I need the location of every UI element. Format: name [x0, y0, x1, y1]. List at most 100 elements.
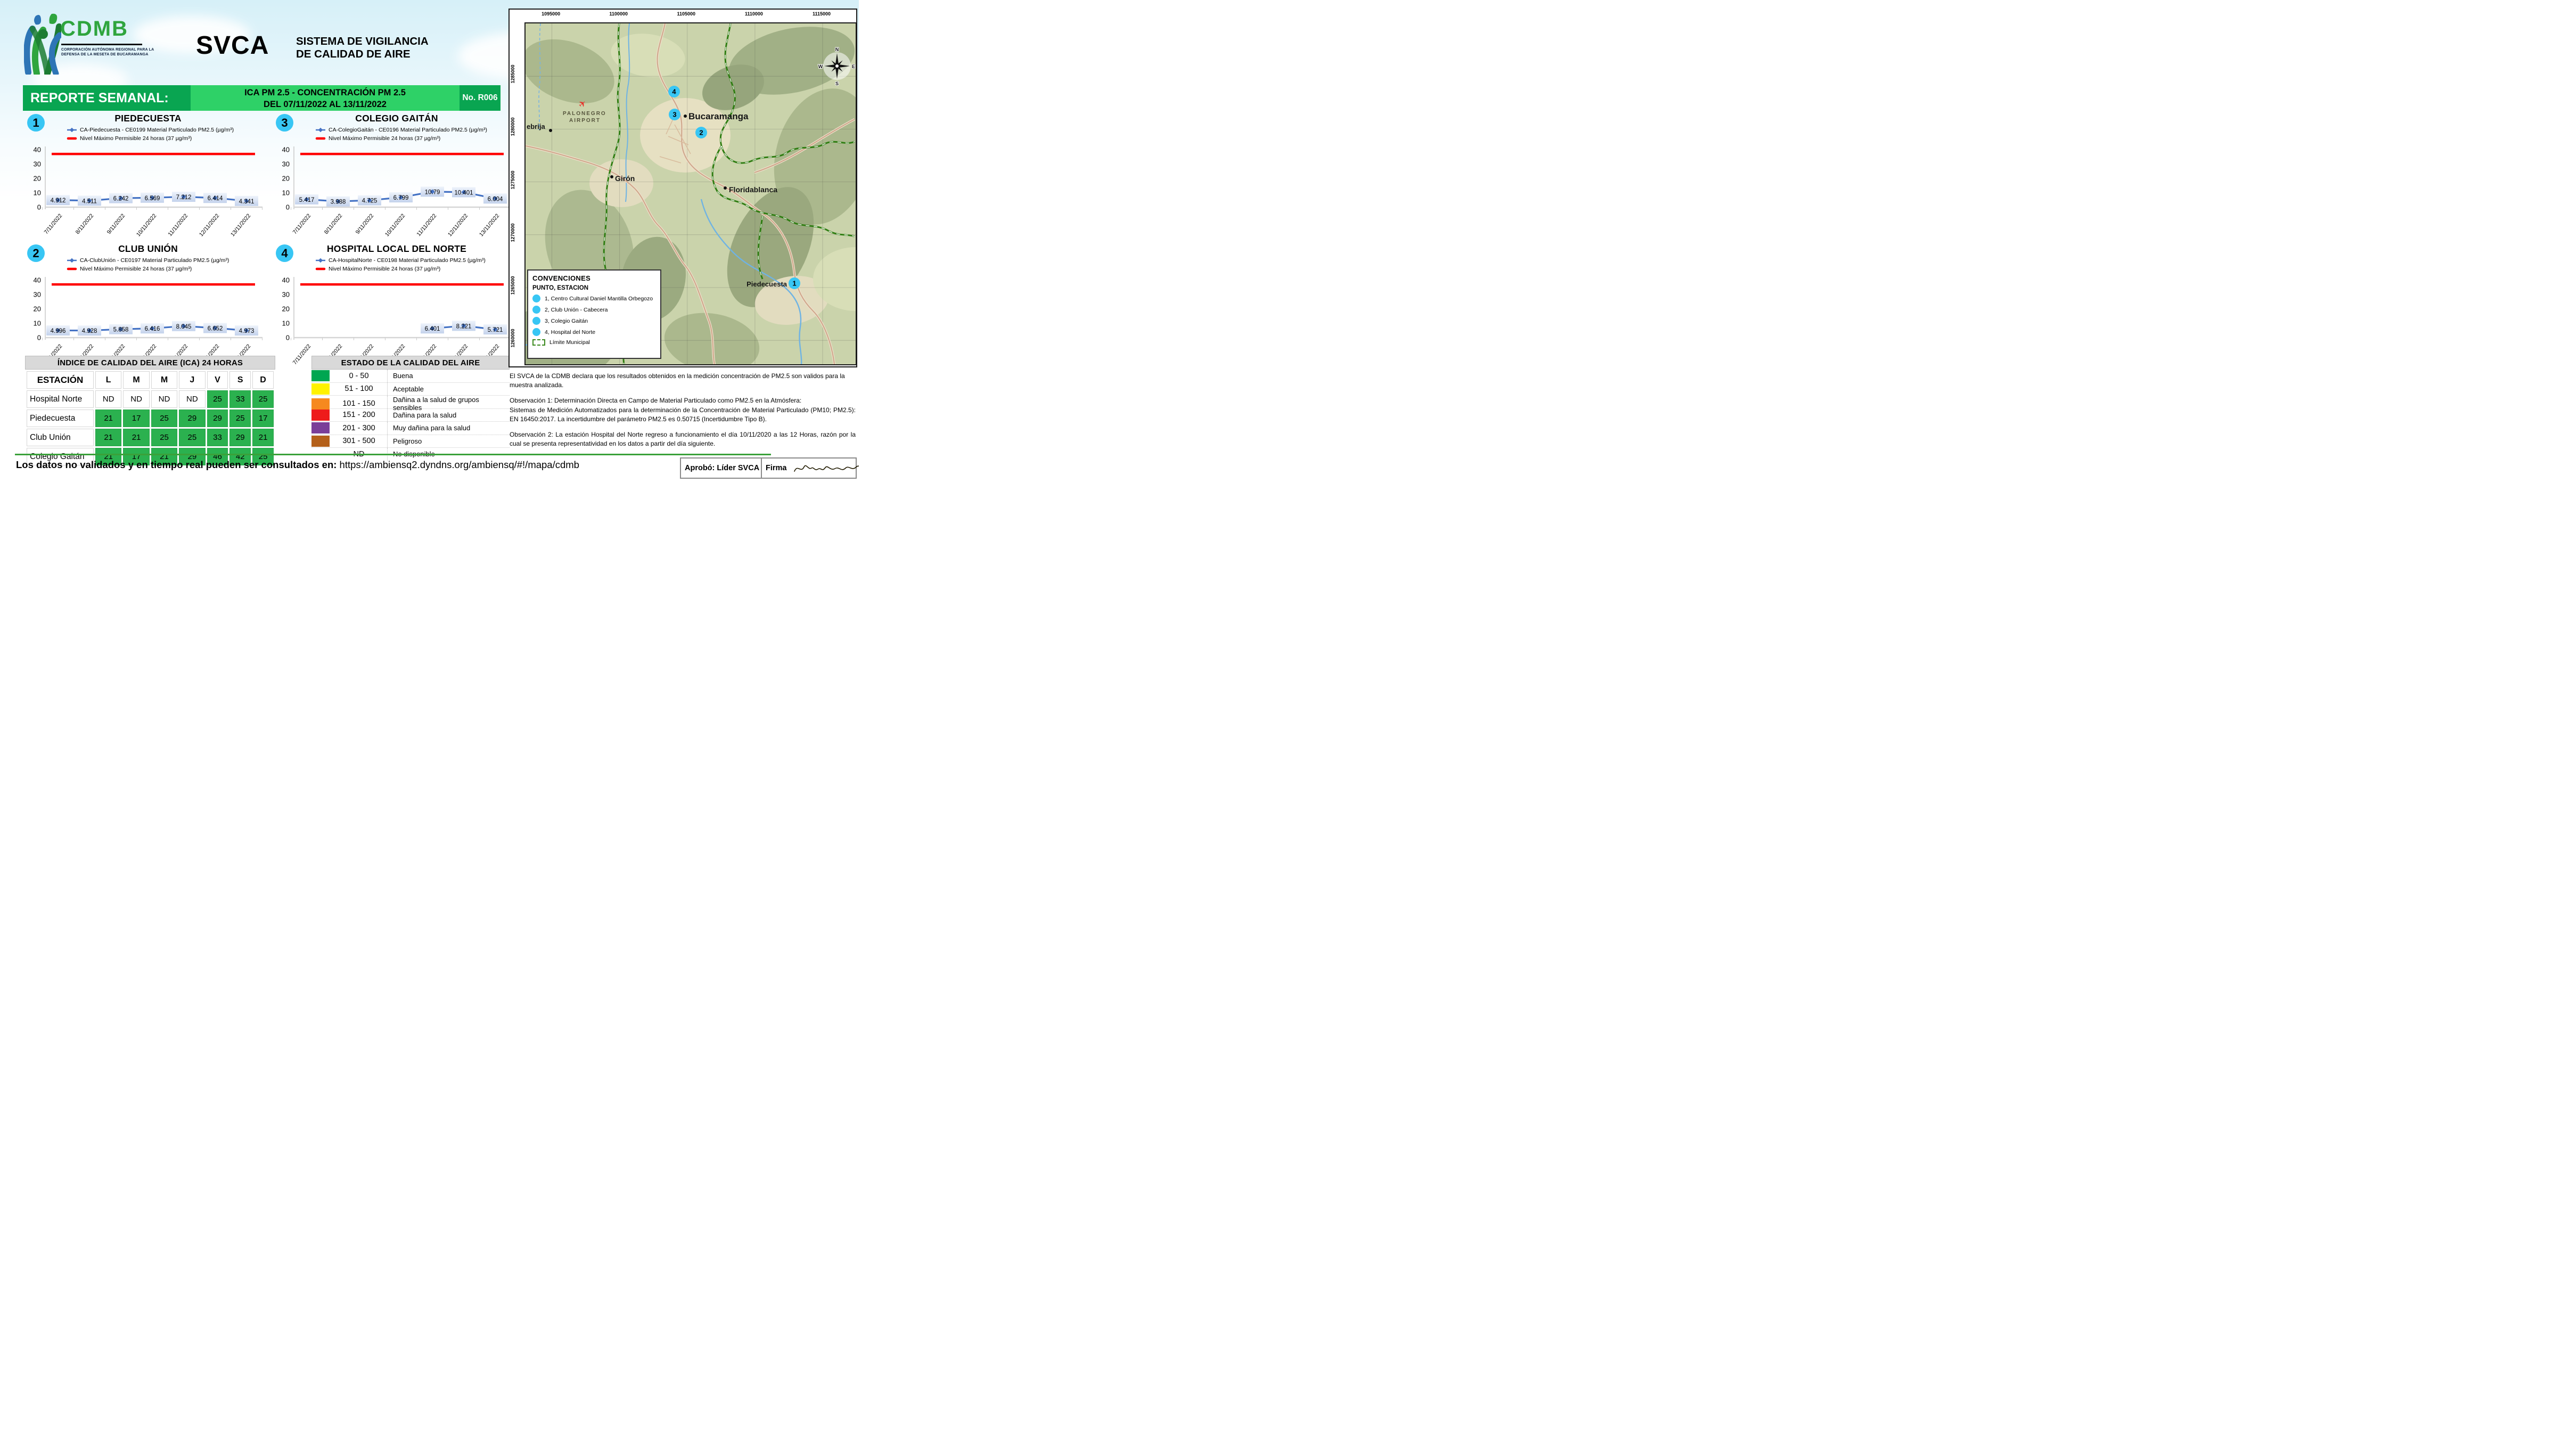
svg-text:13/11/2022: 13/11/2022: [478, 212, 501, 238]
svg-text:6.799: 6.799: [393, 195, 409, 201]
ica-value-cell: ND: [95, 390, 122, 408]
category-label-cell: Dañina para la salud: [387, 408, 510, 421]
series-marker-icon: [316, 258, 325, 263]
page-title-subtitle: SISTEMA DE VIGILANCIA DE CALIDAD DE AIRE: [296, 35, 429, 61]
chart-piedecuesta: 1 PIEDECUESTA CA-Piedecuesta - CE0199 Ma…: [24, 113, 266, 242]
svg-text:10: 10: [282, 189, 290, 197]
logo-brand-text: CDMB: [60, 17, 128, 40]
city-dot-icon: [724, 186, 727, 190]
svg-text:6.004: 6.004: [488, 196, 503, 202]
declaration-text: El SVCA de la CDMB declara que los resul…: [510, 372, 845, 389]
map-panel: ✈ PALONEGRO AIRPORT Bucaramanga Girón Florid…: [508, 9, 857, 367]
station-point-icon: [532, 328, 540, 336]
station-marker-icon: [668, 86, 680, 97]
svg-text:10/11/2022: 10/11/2022: [384, 212, 407, 238]
cloud-decoration: [133, 16, 250, 53]
ica-table-grid: ESTACIÓN L M M J V S D Hospital Norte ND ND ND ND 25 3…: [25, 370, 275, 467]
ica-value-cell: 21: [123, 429, 150, 446]
city-label: Floridablanca: [729, 185, 777, 194]
map-roads: [526, 23, 856, 364]
ica-value-cell: 17: [123, 410, 150, 427]
svg-text:20: 20: [282, 175, 290, 183]
svg-text:0: 0: [286, 203, 290, 211]
approved-by-label: Aprobó: Líder SVCA: [685, 464, 760, 472]
map-legend: CONVENCIONES PUNTO, ESTACION 1, Centro C…: [527, 269, 661, 359]
chart-title: COLEGIO GAITÁN: [355, 113, 438, 124]
air-quality-scale-row: 101 - 150 Dañina a la salud de grupos se…: [311, 395, 510, 412]
compass-rose-icon: N S E W: [818, 46, 856, 87]
column-header: S: [229, 371, 251, 389]
color-swatch: [311, 435, 330, 447]
category-label-cell: Muy dañina para la salud: [387, 422, 510, 435]
column-header: V: [207, 371, 228, 389]
map-coordinate-label: 1100000: [609, 11, 628, 17]
svg-text:30: 30: [282, 160, 290, 168]
legend-item-station: 4, Hospital del Norte: [532, 328, 656, 336]
city-label: Bucaramanga: [688, 111, 749, 121]
ica-value-cell: ND: [123, 390, 150, 408]
color-swatch: [311, 398, 330, 410]
svg-text:4.725: 4.725: [362, 198, 378, 204]
legend-series: CA-Piedecuesta - CE0199 Material Particu…: [67, 126, 266, 134]
column-header: L: [95, 371, 122, 389]
legend-limit: Nivel Máximo Permisible 24 horas (37 µg/…: [67, 134, 266, 143]
station-marker-icon: [695, 127, 707, 138]
ica-header-row: ESTACIÓN L M M J V S D: [27, 371, 274, 389]
chart-legend: CA-HospitalNorte - CE0198 Material Parti…: [315, 256, 515, 274]
observation-1-text: Sistemas de Medición Automatizados para …: [510, 406, 856, 423]
observation-2-text: Observación 2: La estación Hospital del …: [510, 430, 856, 447]
ica-value-cell: 25: [179, 429, 206, 446]
range-cell: 51 - 100: [344, 384, 373, 394]
svg-text:8/11/2022: 8/11/2022: [75, 212, 95, 235]
svg-text:30: 30: [34, 291, 41, 299]
svg-text:13/11/2022: 13/11/2022: [229, 212, 252, 238]
color-swatch: [311, 422, 330, 434]
airport-name-label: PALONEGRO: [563, 111, 606, 117]
legend-item-station: 1, Centro Cultural Daniel Mantilla Orbeg…: [532, 294, 656, 302]
map-coordinate-label: 1285000: [510, 64, 515, 84]
ica-value-cell: ND: [179, 390, 206, 408]
footer-url-link[interactable]: https://ambiensq2.dyndns.org/ambiensq/#!…: [337, 459, 579, 470]
page-title-abbr: SVCA: [196, 31, 269, 60]
column-header: M: [151, 371, 178, 389]
station-point-icon: [532, 294, 540, 302]
range-cell: 151 - 200: [342, 411, 375, 420]
city-dot-icon: [549, 129, 552, 132]
station-number-badge: 3: [276, 114, 293, 132]
logo-tagline: CORPORACIÓN AUTÓNOMA REGIONAL PARA LA DE…: [61, 48, 154, 57]
chart-title: HOSPITAL LOCAL DEL NORTE: [326, 243, 467, 254]
column-header: J: [179, 371, 206, 389]
legend-item-municipal-boundary: Límite Municipal: [532, 339, 656, 346]
ica-value-cell: 42: [229, 448, 251, 465]
city-dot-icon: [610, 175, 613, 178]
chart-plot: 40 30 20 10 0 4.912 4.511 6.242 6.569 7.212 6.414 4…: [24, 143, 266, 242]
svg-text:6.414: 6.414: [208, 195, 223, 202]
color-swatch: [311, 409, 330, 421]
svg-text:0: 0: [286, 334, 290, 342]
svg-text:7/11/2022: 7/11/2022: [292, 212, 313, 235]
station-name-cell: Piedecuesta: [27, 410, 94, 427]
station-name-cell: Hospital Norte: [27, 390, 94, 408]
range-cell: 0 - 50: [349, 371, 369, 380]
map-coordinate-label: 1115000: [812, 11, 831, 17]
station-number-badge: 2: [27, 244, 45, 262]
svg-text:4.341: 4.341: [239, 199, 255, 205]
banner-period: ICA PM 2.5 - CONCENTRACIÓN PM 2.5 DEL 07…: [191, 85, 460, 111]
chart-colegio-gaitan: 3 COLEGIO GAITÁN CA-ColegioGaitán - CE01…: [273, 113, 515, 242]
svg-text:4.912: 4.912: [51, 198, 66, 204]
compass-e: E: [852, 64, 855, 69]
map-coordinate-label: 1260000: [510, 329, 515, 348]
table-row: Piedecuesta 21 17 25 29 29 25 17: [27, 410, 274, 427]
city-label: ebrija: [527, 122, 545, 130]
svg-text:9/11/2022: 9/11/2022: [355, 212, 375, 235]
limit-marker-icon: [315, 137, 326, 140]
svg-text:20: 20: [34, 175, 41, 183]
ica-value-cell: 21: [95, 448, 122, 465]
chart-title: CLUB UNIÓN: [118, 243, 178, 254]
signature-cell: Firma: [761, 459, 859, 478]
column-header: M: [123, 371, 150, 389]
column-header: D: [252, 371, 274, 389]
svg-text:4.511: 4.511: [82, 198, 97, 204]
svg-text:10.401: 10.401: [454, 190, 473, 196]
legend-item-station: 2, Club Unión - Cabecera: [532, 306, 656, 314]
